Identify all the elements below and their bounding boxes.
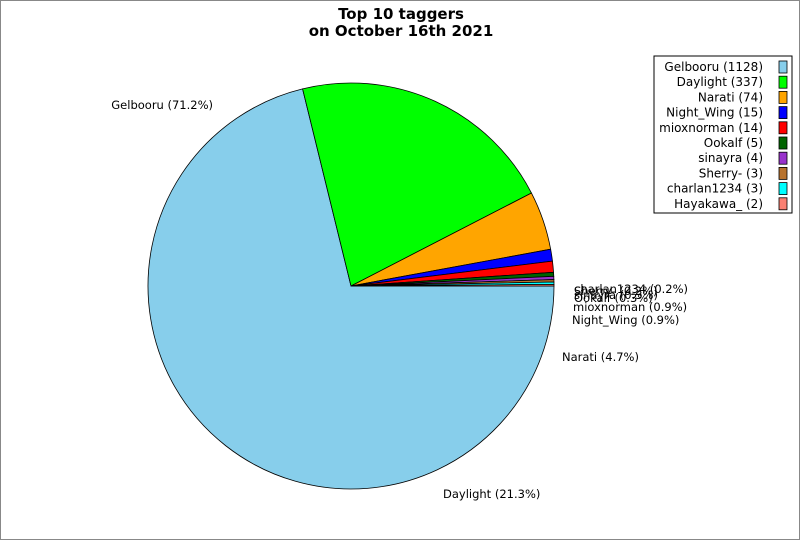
legend-swatch — [778, 60, 788, 74]
legend-entry-label: charlan1234 (3) — [667, 182, 763, 196]
legend-swatch — [778, 197, 788, 211]
legend-swatch — [778, 106, 788, 119]
slice-label-mioxnorman: mioxnorman (0.9%) — [573, 300, 687, 314]
legend-entry-label: sinayra (4) — [698, 151, 763, 165]
legend-entry-label: mioxnorman (14) — [659, 121, 763, 135]
legend-entry-label: Gelbooru (1128) — [664, 60, 763, 74]
slice-label-daylight: Daylight (21.3%) — [443, 487, 540, 501]
slice-label-night-wing: Night_Wing (0.9%) — [572, 313, 679, 327]
chart-title-line-2: on October 16th 2021 — [309, 22, 494, 40]
legend-swatch — [778, 182, 788, 196]
legend-swatch — [778, 121, 788, 135]
slice-label-narati: Narati (4.7%) — [562, 350, 639, 364]
slice-label-ookalf: Ookalf (0.3%) — [574, 291, 653, 305]
legend-swatch — [778, 91, 788, 104]
slice-label-gelbooru: Gelbooru (71.2%) — [111, 98, 213, 112]
legend-box — [653, 55, 793, 214]
slice-label-sherry: Sherry- (0.2%) — [574, 284, 658, 298]
slice-label-charlan1234: charlan1234 (0.2%) — [574, 282, 688, 296]
legend-entry-label: Narati (74) — [698, 90, 763, 104]
chart-title-line-1: Top 10 taggers — [338, 5, 464, 23]
legend-swatch — [778, 75, 788, 89]
legend-entry-label: Sherry- (3) — [699, 166, 763, 180]
legend: Gelbooru (1128)Daylight (337)Narati (74)… — [653, 55, 793, 214]
pie-slice-daylight — [302, 82, 532, 287]
pie-slices — [147, 82, 555, 490]
legend-entry-label: Ookalf (5) — [704, 136, 763, 150]
pie-slice-hayakawa — [350, 283, 555, 287]
legend-swatch — [778, 151, 788, 165]
legend-swatch — [778, 136, 788, 150]
pie-slice-labels: Gelbooru (71.2%) Daylight (21.3%) Narati (… — [111, 98, 688, 501]
pie-slice-gelbooru — [147, 88, 555, 490]
legend-swatch — [778, 166, 788, 180]
legend-entry-label: Daylight (337) — [677, 75, 763, 89]
legend-entry-label: Hayakawa_ (2) — [674, 197, 763, 211]
legend-entry-label: Night_Wing (15) — [666, 106, 763, 120]
slice-label-sinayra: sinayra (0.3%) — [574, 288, 658, 302]
